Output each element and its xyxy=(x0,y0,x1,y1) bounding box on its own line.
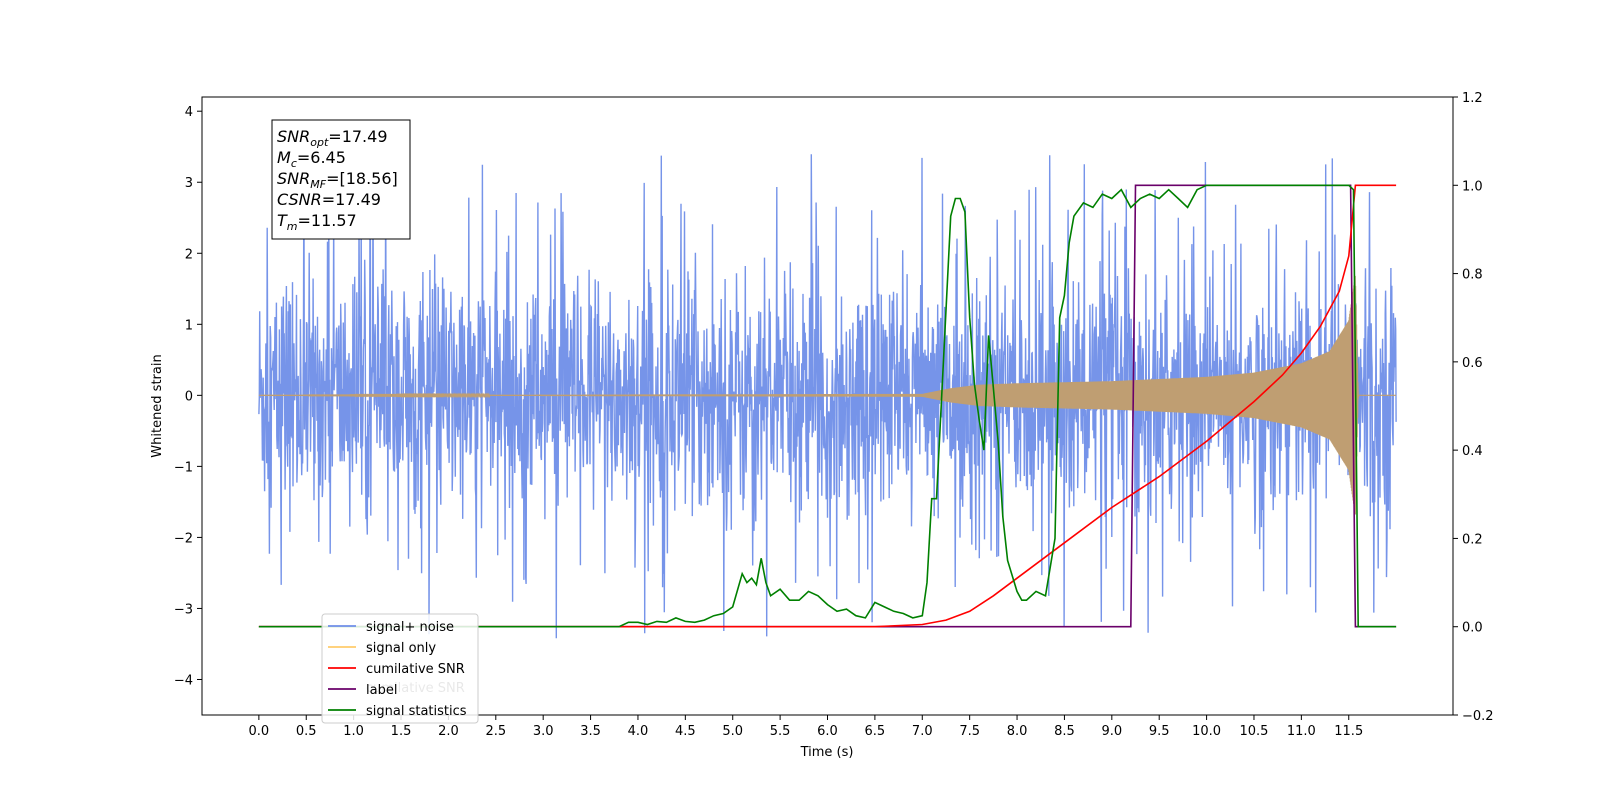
x-tick-label: 5.5 xyxy=(770,724,791,739)
x-tick-label: 1.0 xyxy=(343,724,364,739)
legend-entry-label: signal+ noise xyxy=(366,620,454,635)
legend-entry-label: signal only xyxy=(366,641,436,656)
x-tick-label: 4.5 xyxy=(675,724,696,739)
info-box-line: SNRopt=17.49 xyxy=(277,127,388,149)
y-axis-label: Whitened strain xyxy=(150,354,165,457)
y-tick-label: 2 xyxy=(185,247,193,262)
series-signal-only-line xyxy=(258,275,1397,515)
info-box-line: Mc=6.45 xyxy=(277,148,346,170)
info-box-line: SNRMF=[18.56] xyxy=(277,169,398,191)
legend-entry-label: cumilative SNR xyxy=(366,662,465,677)
x-tick-label: 3.5 xyxy=(580,724,601,739)
x-tick-label: 11.5 xyxy=(1334,724,1363,739)
y-tick-label: 1 xyxy=(185,318,193,333)
y-right-tick-label: 0.0 xyxy=(1462,621,1483,636)
info-box-line: Tm=11.57 xyxy=(277,211,357,233)
x-tick-label: 9.0 xyxy=(1101,724,1122,739)
y-right-tick-label: 0.4 xyxy=(1462,444,1483,459)
y-tick-label: −4 xyxy=(174,673,193,688)
series-signal-noise-line xyxy=(258,154,1397,639)
x-tick-label: 6.0 xyxy=(817,724,838,739)
y-axis-left: 4 3 2 1 0 −1 −2 −3 −4 xyxy=(174,105,202,688)
series-signal-statistics-line xyxy=(258,184,1397,628)
x-tick-label: 2.0 xyxy=(438,724,459,739)
info-box-line: CSNR=17.49 xyxy=(277,190,381,209)
legend-entry-label: signal statistics xyxy=(366,704,467,719)
x-tick-label: 5.0 xyxy=(722,724,743,739)
y-right-tick-label: 1.2 xyxy=(1462,91,1483,106)
x-tick-label: 10.5 xyxy=(1240,724,1269,739)
y-tick-label: −1 xyxy=(174,460,193,475)
y-axis-right: 1.2 1.0 0.8 0.6 0.4 0.2 0.0 −0.2 xyxy=(1453,91,1494,724)
legend: signal only cumilative SNR signal+ noise si… xyxy=(321,613,479,724)
x-tick-label: 0.5 xyxy=(296,724,317,739)
y-right-tick-label: 0.6 xyxy=(1462,356,1483,371)
x-tick-label: 11.0 xyxy=(1287,724,1316,739)
legend-entry-label: label xyxy=(366,683,397,698)
x-tick-label: 6.5 xyxy=(865,724,886,739)
y-tick-label: −3 xyxy=(174,602,193,617)
x-tick-label: 7.0 xyxy=(912,724,933,739)
y-tick-label: 3 xyxy=(185,176,193,191)
x-axis-label: Time (s) xyxy=(800,745,854,760)
y-right-tick-label: 1.0 xyxy=(1462,179,1483,194)
y-tick-label: −2 xyxy=(174,531,193,546)
x-axis: 0.0 0.5 1.0 1.5 2.0 2.5 3.0 3.5 4.0 4.5 5.0 5.5 6.0 6… xyxy=(249,715,1363,739)
x-tick-label: 8.5 xyxy=(1054,724,1075,739)
series-cumulative-snr-line xyxy=(258,184,1397,628)
x-tick-label: 7.5 xyxy=(959,724,980,739)
x-tick-label: 8.0 xyxy=(1007,724,1028,739)
y-tick-label: 4 xyxy=(185,105,193,120)
legend-frame xyxy=(321,613,479,724)
x-tick-label: 9.5 xyxy=(1149,724,1170,739)
y-tick-label: 0 xyxy=(185,389,193,404)
x-tick-label: 3.0 xyxy=(533,724,554,739)
x-tick-label: 1.5 xyxy=(391,724,412,739)
info-box-frame xyxy=(271,119,411,240)
y-right-tick-label: 0.2 xyxy=(1462,532,1483,547)
x-tick-label: 0.0 xyxy=(249,724,270,739)
data-layer xyxy=(258,154,1397,639)
y-right-tick-label: −0.2 xyxy=(1462,709,1494,724)
y-right-tick-label: 0.8 xyxy=(1462,268,1483,283)
x-tick-label: 4.0 xyxy=(628,724,649,739)
x-tick-label: 10.0 xyxy=(1192,724,1221,739)
info-box: SNRopt=17.49Mc=6.45SNRMF=[18.56]CSNR=17.… xyxy=(271,119,411,240)
x-tick-label: 2.5 xyxy=(485,724,506,739)
